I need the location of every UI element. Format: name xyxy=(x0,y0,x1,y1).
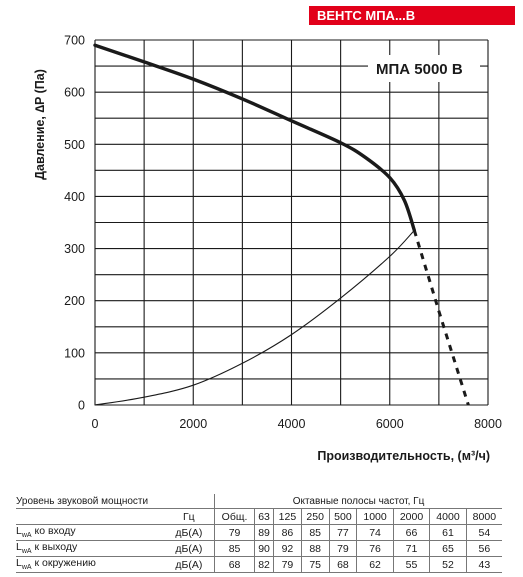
y-tick-label: 600 xyxy=(64,86,85,100)
table-cell: 65 xyxy=(429,540,467,557)
table-cell: 62 xyxy=(356,556,394,573)
table-cell: 68 xyxy=(214,556,256,573)
x-tick-label: 8000 xyxy=(474,417,502,431)
table-cell: 92 xyxy=(273,540,302,557)
table-cell: 79 xyxy=(329,540,358,557)
table-cell: 79 xyxy=(214,524,256,541)
table-cell: 79 xyxy=(273,556,302,573)
band-header: 1000 xyxy=(356,508,394,525)
row-label: LwA к выходу xyxy=(16,540,164,557)
hz-unit: Гц xyxy=(163,508,216,525)
system-curve-line xyxy=(94,229,415,406)
band-header: 500 xyxy=(329,508,358,525)
x-tick-label: 0 xyxy=(92,417,99,431)
empty-cell xyxy=(16,508,164,525)
table-cell: 71 xyxy=(393,540,431,557)
y-tick-label: 100 xyxy=(64,346,85,360)
y-tick-label: 200 xyxy=(64,294,85,308)
table-cell: 43 xyxy=(466,556,502,573)
chart-grid xyxy=(94,39,489,406)
table-cell: 74 xyxy=(356,524,394,541)
table-cell: 77 xyxy=(329,524,358,541)
x-tick-label: 6000 xyxy=(376,417,404,431)
chart-series xyxy=(93,43,470,406)
y-tick-label: 500 xyxy=(64,138,85,152)
table-cell: 88 xyxy=(301,540,330,557)
table-cell: 90 xyxy=(254,540,275,557)
fan-curve-dashed-line xyxy=(412,229,470,406)
table-cell: 61 xyxy=(429,524,467,541)
table-cell: 75 xyxy=(301,556,330,573)
fan-curve-line xyxy=(93,43,417,233)
chart-title-box xyxy=(368,55,480,82)
chart-ticks: 0 2000 4000 6000 8000 0 100 200 300 400 500 600 700 xyxy=(64,34,502,432)
band-header: 4000 xyxy=(429,508,467,525)
band-header: 63 xyxy=(254,508,275,525)
table-cell: 56 xyxy=(466,540,502,557)
table-cell: 89 xyxy=(254,524,275,541)
x-tick-label: 2000 xyxy=(179,417,207,431)
sound-table-title: Уровень звуковой мощности xyxy=(16,494,216,509)
y-tick-label: 0 xyxy=(78,399,85,413)
table-cell: 54 xyxy=(466,524,502,541)
table-row: LwA ко входу дБ(А) 79 89 86 85 77 74 66 … xyxy=(16,524,502,541)
band-header: 2000 xyxy=(393,508,431,525)
table-cell: 66 xyxy=(393,524,431,541)
x-tick-label: 4000 xyxy=(278,417,306,431)
table-cell: 55 xyxy=(393,556,431,573)
table-cell: 76 xyxy=(356,540,394,557)
row-unit: дБ(А) xyxy=(163,556,216,573)
y-tick-label: 700 xyxy=(64,34,85,48)
band-header: 8000 xyxy=(466,508,502,525)
pressure-flow-chart: 0 2000 4000 6000 80000100200300400500600700 … xyxy=(33,34,502,464)
table-cell: 82 xyxy=(254,556,275,573)
header-badge: ВЕНТС МПА...В xyxy=(309,6,515,25)
table-cell: 52 xyxy=(429,556,467,573)
table-cell: 85 xyxy=(214,540,256,557)
band-header: Общ. xyxy=(214,508,256,525)
band-header: 250 xyxy=(301,508,330,525)
row-unit: дБ(А) xyxy=(163,524,216,541)
row-label: LwA ко входу xyxy=(16,524,164,541)
row-label: LwA к окружению xyxy=(16,556,164,573)
table-row: LwA к выходу дБ(А) 85 90 92 88 79 76 71 … xyxy=(16,540,502,557)
row-unit: дБ(А) xyxy=(163,540,216,557)
chart-title: МПА 5000 В xyxy=(376,61,463,78)
y-tick-label: 300 xyxy=(64,242,85,256)
table-cell: 68 xyxy=(329,556,358,573)
octave-bands-title: Октавные полосы частот, Гц xyxy=(214,494,502,509)
x-axis-label: Производительность, (м³/ч) xyxy=(317,449,490,463)
y-axis-label: Давление, ∆P (Па) xyxy=(33,69,47,180)
y-tick-label: 400 xyxy=(64,190,85,204)
table-cell: 85 xyxy=(301,524,330,541)
band-header: 125 xyxy=(273,508,302,525)
sound-power-table: Уровень звуковой мощности Октавные полос… xyxy=(16,494,502,573)
table-row: LwA к окружению дБ(А) 68 82 79 75 68 62 … xyxy=(16,556,502,573)
table-cell: 86 xyxy=(273,524,302,541)
